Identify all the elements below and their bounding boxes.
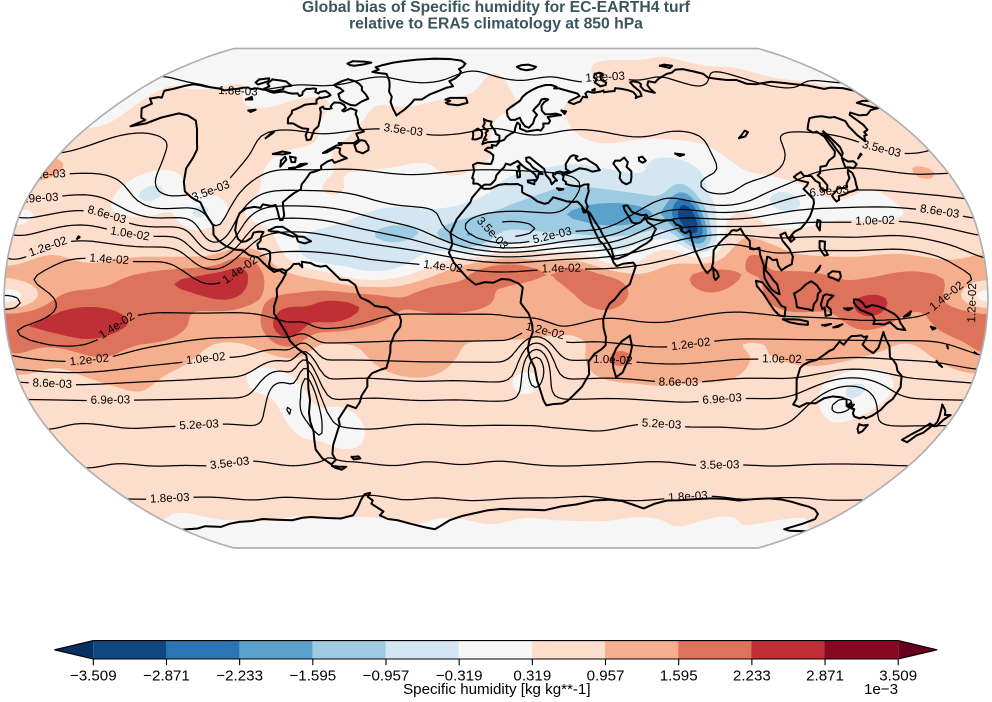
svg-text:1.8e-03: 1.8e-03 bbox=[668, 489, 708, 504]
svg-text:1.4e-02: 1.4e-02 bbox=[423, 258, 464, 276]
svg-text:1.595: 1.595 bbox=[660, 668, 698, 685]
svg-text:8.6e-03: 8.6e-03 bbox=[32, 376, 72, 391]
svg-text:1.8e-03: 1.8e-03 bbox=[585, 69, 625, 84]
svg-text:3.5e-03: 3.5e-03 bbox=[209, 454, 250, 472]
svg-text:6.9e-03: 6.9e-03 bbox=[809, 183, 850, 200]
svg-text:−3.509: −3.509 bbox=[70, 668, 117, 685]
svg-text:5.2e-03: 5.2e-03 bbox=[641, 416, 681, 431]
svg-text:1.8e-03: 1.8e-03 bbox=[150, 491, 190, 506]
svg-text:−0.319: −0.319 bbox=[436, 668, 483, 685]
svg-text:1.2e-02: 1.2e-02 bbox=[965, 283, 979, 323]
svg-text:3.509: 3.509 bbox=[879, 668, 917, 685]
svg-text:1.0e-02: 1.0e-02 bbox=[109, 224, 150, 243]
svg-text:1.4e-02: 1.4e-02 bbox=[89, 251, 129, 267]
svg-text:0.957: 0.957 bbox=[587, 668, 625, 685]
svg-text:−0.957: −0.957 bbox=[363, 668, 410, 685]
svg-text:1.2e-02: 1.2e-02 bbox=[670, 335, 711, 353]
svg-text:5.2e-03: 5.2e-03 bbox=[179, 417, 219, 432]
svg-text:3.5e-03: 3.5e-03 bbox=[383, 121, 424, 139]
svg-text:Global bias of Specific humidi: Global bias of Specific humidity for EC-… bbox=[302, 0, 691, 16]
svg-text:1.0e-02: 1.0e-02 bbox=[593, 353, 633, 368]
svg-text:1e−3: 1e−3 bbox=[864, 681, 898, 698]
svg-text:relative to ERA5 climatology a: relative to ERA5 climatology at 850 hPa bbox=[349, 16, 643, 33]
svg-text:8.6e-03: 8.6e-03 bbox=[659, 375, 699, 388]
svg-text:1.0e-02: 1.0e-02 bbox=[855, 214, 895, 228]
svg-text:1.2e-02: 1.2e-02 bbox=[69, 352, 110, 369]
svg-text:8.6e-03: 8.6e-03 bbox=[919, 202, 960, 221]
svg-text:1.4e-02: 1.4e-02 bbox=[541, 262, 581, 276]
svg-text:6.9e-03: 6.9e-03 bbox=[91, 393, 131, 406]
svg-text:1.8e-03: 1.8e-03 bbox=[218, 84, 258, 99]
svg-text:Specific humidity [kg kg**-1]: Specific humidity [kg kg**-1] bbox=[403, 681, 590, 698]
svg-text:−1.595: −1.595 bbox=[289, 668, 336, 685]
svg-text:1.0e-02: 1.0e-02 bbox=[185, 350, 226, 367]
svg-text:−2.233: −2.233 bbox=[216, 668, 263, 685]
svg-text:2.233: 2.233 bbox=[733, 668, 771, 685]
svg-text:0.319: 0.319 bbox=[513, 668, 551, 685]
svg-text:6.9e-03: 6.9e-03 bbox=[702, 391, 742, 407]
svg-text:3.5e-03: 3.5e-03 bbox=[700, 458, 740, 472]
svg-text:2.871: 2.871 bbox=[806, 668, 844, 685]
svg-text:−2.871: −2.871 bbox=[143, 668, 190, 685]
svg-text:1.0e-02: 1.0e-02 bbox=[762, 352, 802, 366]
